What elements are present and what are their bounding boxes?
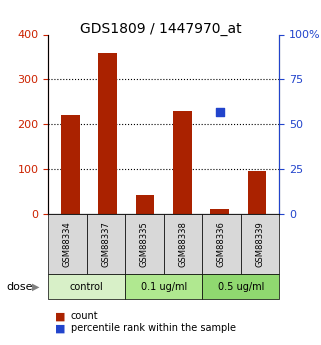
Bar: [173, 111, 192, 214]
Bar: [136, 195, 154, 214]
Text: GSM88336: GSM88336: [217, 221, 226, 267]
Text: ■: ■: [55, 312, 65, 321]
Bar: [247, 171, 266, 214]
Text: GSM88339: GSM88339: [256, 221, 265, 267]
Text: 0.1 ug/ml: 0.1 ug/ml: [141, 282, 187, 292]
Text: control: control: [70, 282, 104, 292]
Text: GSM88335: GSM88335: [140, 221, 149, 267]
Text: GSM88337: GSM88337: [101, 221, 110, 267]
Text: percentile rank within the sample: percentile rank within the sample: [71, 324, 236, 333]
Text: 0.5 ug/ml: 0.5 ug/ml: [218, 282, 264, 292]
Text: dose: dose: [6, 282, 33, 292]
Text: ■: ■: [55, 324, 65, 333]
Text: GSM88338: GSM88338: [178, 221, 187, 267]
Point: [217, 109, 222, 115]
Bar: [99, 53, 117, 214]
Bar: [210, 208, 229, 214]
Text: GSM88334: GSM88334: [63, 221, 72, 267]
Bar: [61, 115, 80, 214]
Text: count: count: [71, 312, 98, 321]
Text: GDS1809 / 1447970_at: GDS1809 / 1447970_at: [80, 22, 241, 37]
Text: ▶: ▶: [32, 282, 39, 292]
